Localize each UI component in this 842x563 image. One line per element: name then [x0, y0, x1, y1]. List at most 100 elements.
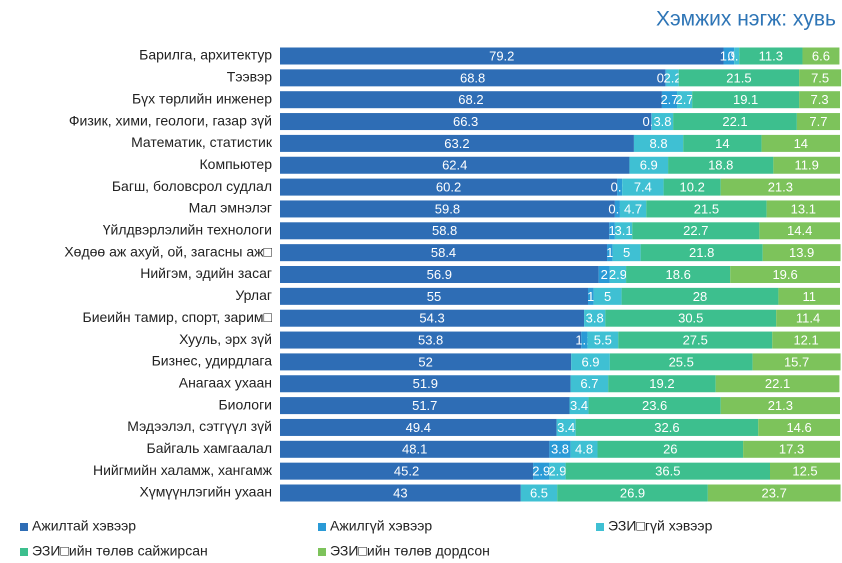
legend-swatch [20, 548, 28, 556]
value-label: 25.5 [669, 354, 694, 369]
value-label: 6.9 [581, 354, 599, 369]
value-label: 13.1 [791, 201, 816, 216]
bar-segment [520, 484, 558, 502]
bar-segment [666, 69, 679, 87]
bar-segment [761, 134, 840, 152]
bar-segment [618, 331, 773, 349]
value-label: 30.5 [678, 311, 703, 326]
bar-segment [609, 353, 753, 371]
category-label: Үйлдвэрлэлийн технологи [103, 222, 272, 238]
value-label: 19.1 [733, 92, 758, 107]
bar-segment [776, 309, 840, 327]
bar-segment [593, 287, 622, 305]
bar-segment [556, 418, 576, 436]
value-label: 6.9 [640, 158, 658, 173]
value-label: 6.6 [812, 48, 830, 63]
bar-segment [720, 178, 840, 196]
value-label: 11.9 [795, 158, 819, 173]
bar-segment [280, 353, 572, 371]
value-label: 3.4 [557, 420, 575, 435]
value-label: 14 [715, 136, 729, 151]
category-label: Математик, статистик [131, 134, 273, 150]
value-label: 23.6 [642, 398, 667, 413]
value-label: 8.8 [650, 136, 668, 151]
value-label: 45.2 [394, 464, 419, 479]
bar-segment [651, 113, 652, 131]
value-label: 11.4 [796, 311, 820, 326]
bar-segment [608, 375, 716, 393]
value-label: 32.6 [654, 420, 679, 435]
bar-segment [280, 134, 634, 152]
bar-segment [766, 200, 840, 218]
bar-segment [557, 484, 708, 502]
legend-swatch [596, 523, 604, 531]
bar-segment [772, 331, 840, 349]
value-label: 21.5 [694, 201, 719, 216]
bar-segment [280, 222, 610, 240]
value-label: 3.1 [615, 223, 633, 238]
bar-segment [720, 397, 840, 415]
bar-segment [614, 222, 633, 240]
bar-segment [626, 266, 731, 283]
bar-segment [609, 266, 627, 283]
chart-title: Хэмжих нэгж: хувь [656, 8, 836, 31]
category-label: Хөдөө аж ахуй, ой, загасны аж□ [64, 243, 272, 259]
bar-segment [796, 113, 840, 131]
bar-segment [651, 113, 674, 131]
bar-segment [614, 200, 620, 218]
legend-swatch [318, 548, 326, 556]
bar-segment [584, 309, 606, 327]
category-label: Нийгмийн халамж, хангамж [93, 462, 273, 478]
bar-segment [280, 375, 571, 393]
bar-segment [646, 200, 767, 218]
bar-segment [723, 47, 735, 65]
value-label: 68.8 [460, 70, 485, 85]
value-label: 21.8 [689, 245, 714, 260]
category-label: Тээвэр [227, 69, 272, 85]
category-label: Хүмүүнлэгийн ухаан [139, 484, 272, 500]
bar-segment [739, 47, 803, 65]
value-label: 26.9 [620, 485, 645, 500]
bar-segment [280, 331, 582, 349]
category-label: Мэдээлэл, сэтгүүл зүй [127, 418, 272, 434]
value-label: 19.6 [772, 267, 797, 282]
bar-segment [570, 440, 598, 458]
bar-segment [570, 375, 609, 393]
bar-segment [673, 113, 797, 131]
bar-segment [707, 484, 841, 502]
category-label: Анагаах ухаан [179, 374, 272, 390]
value-label: 5 [623, 245, 630, 260]
value-label: 21.3 [768, 398, 793, 413]
bar-segment [802, 47, 840, 65]
bar-segment [799, 91, 840, 109]
bar-segment [715, 375, 840, 393]
bar-segment [280, 113, 652, 131]
category-label: Нийгэм, эдийн засаг [140, 265, 272, 281]
bar-segment [734, 47, 740, 65]
value-label: 2.7 [676, 92, 694, 107]
value-label: 54.3 [419, 311, 444, 326]
category-label: Биеийн тамир, спорт, зарим□ [83, 309, 273, 325]
legend-label: ЭЗИ□гүй хэвээр [608, 518, 713, 534]
value-label: 11.3 [759, 48, 783, 63]
value-label: 15.7 [784, 354, 809, 369]
value-label: 18.6 [666, 267, 691, 282]
bar-segment [678, 69, 800, 87]
value-label: 2.9 [548, 464, 566, 479]
value-label: 12.1 [793, 332, 818, 347]
category-label: Байгаль хамгаалал [147, 440, 272, 456]
value-label: 7.3 [811, 92, 829, 107]
value-label: 63.2 [444, 136, 469, 151]
value-label: 2.2 [664, 70, 682, 85]
value-label: 58.8 [432, 223, 457, 238]
value-label: 5.5 [594, 332, 612, 347]
value-label: 27.5 [683, 332, 708, 347]
bar-segment [280, 309, 585, 327]
bar-segment [661, 91, 678, 109]
bar-segment [280, 440, 550, 458]
value-label: 14.6 [786, 420, 811, 435]
value-label: 28 [693, 289, 707, 304]
value-label: 18.8 [708, 158, 733, 173]
bar-segment [588, 397, 721, 415]
